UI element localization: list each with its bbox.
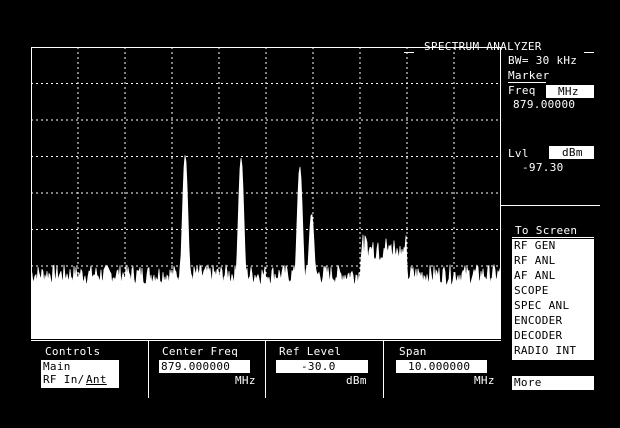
ref-level-value: -30.0: [301, 360, 336, 373]
more-label: More: [514, 376, 542, 389]
to-screen-underline: [512, 237, 594, 238]
controls-option-rf-in[interactable]: RF In/: [43, 373, 85, 386]
marker-freq-label[interactable]: Freq: [508, 84, 536, 97]
marker-freq-unit-field[interactable]: MHz: [546, 85, 594, 98]
field-divider-2: [265, 340, 266, 398]
marker-level-unit-field[interactable]: dBm: [549, 146, 594, 159]
span-value: 10.000000: [408, 360, 471, 373]
spectrum-trace: [31, 155, 501, 339]
marker-freq-value: 879.00000: [513, 98, 576, 111]
more-button[interactable]: More: [512, 376, 594, 390]
bandwidth-readout: BW= 30 kHz: [508, 54, 578, 67]
field-divider-1: [148, 340, 149, 398]
controls-options[interactable]: Main RF In/ Ant: [41, 360, 119, 388]
to-screen-heading: To Screen: [515, 224, 578, 237]
title-rule: [404, 52, 414, 53]
title-rule-right: [584, 52, 594, 53]
to-screen-item-af-anl[interactable]: AF ANL: [514, 269, 556, 282]
field-divider-3: [383, 340, 384, 398]
center-freq-label: Center Freq: [162, 345, 239, 358]
bottom-rule: [31, 340, 501, 341]
marker-freq-unit: MHz: [558, 85, 579, 98]
span-unit: MHz: [474, 374, 495, 387]
controls-option-main[interactable]: Main: [43, 360, 71, 373]
to-screen-item-rf-anl[interactable]: RF ANL: [514, 254, 556, 267]
instrument-screen: [14, 10, 608, 416]
controls-label: Controls: [45, 345, 101, 358]
marker-underline: [508, 82, 546, 83]
marker-heading: Marker: [508, 69, 550, 82]
marker-level-label: Lvl: [508, 147, 529, 160]
right-panel-separator: [501, 205, 600, 206]
ref-level-label: Ref Level: [279, 345, 342, 358]
marker-level-unit: dBm: [562, 146, 583, 159]
to-screen-item-decoder[interactable]: DECODER: [514, 329, 563, 342]
center-freq-field[interactable]: 879.000000: [159, 360, 250, 373]
spectrum-plot: [31, 47, 501, 339]
to-screen-item-scope[interactable]: SCOPE: [514, 284, 549, 297]
to-screen-item-encoder[interactable]: ENCODER: [514, 314, 563, 327]
to-screen-item-rf-gen[interactable]: RF GEN: [514, 239, 556, 252]
span-field[interactable]: 10.000000: [396, 360, 487, 373]
controls-option-ant[interactable]: Ant: [86, 373, 107, 386]
center-freq-unit: MHz: [235, 374, 256, 387]
to-screen-item-radio-int[interactable]: RADIO INT: [514, 344, 577, 357]
ref-level-unit: dBm: [346, 374, 367, 387]
to-screen-item-spec-anl[interactable]: SPEC ANL: [514, 299, 570, 312]
to-screen-menu: [512, 239, 594, 360]
span-label: Span: [399, 345, 427, 358]
center-freq-value: 879.000000: [161, 360, 231, 373]
marker-level-value: -97.30: [522, 161, 564, 174]
ref-level-field[interactable]: -30.0: [276, 360, 368, 373]
